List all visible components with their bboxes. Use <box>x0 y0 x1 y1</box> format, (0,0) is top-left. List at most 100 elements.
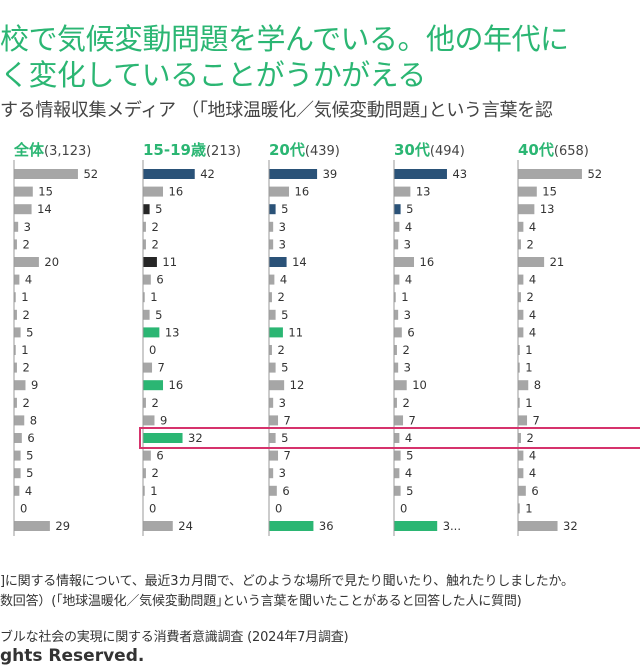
bar-value-label: 13 <box>540 202 555 216</box>
bar <box>14 186 33 197</box>
bar <box>269 327 283 338</box>
panel-count: (658) <box>554 144 589 159</box>
bar <box>269 362 276 373</box>
bar <box>143 169 195 179</box>
bar <box>143 327 160 338</box>
bar-chart-panels: 全体(3,123) 15-19歳(213) 20代(439) 30代(494) 40代(… <box>13 141 640 536</box>
bar-value-label: 0 <box>400 501 407 515</box>
bar <box>143 204 150 215</box>
bar-value-label: 5 <box>406 484 413 498</box>
bar <box>518 450 524 461</box>
bar <box>269 169 318 179</box>
panel-name: 30代 <box>394 141 430 159</box>
bar-value-label: 29 <box>55 519 70 533</box>
bar <box>269 292 272 303</box>
bar <box>269 204 276 215</box>
bar <box>143 292 145 303</box>
bar-value-label: 3 <box>24 220 31 234</box>
bar <box>143 450 151 461</box>
bar <box>394 186 411 197</box>
bar <box>518 362 520 373</box>
bar-value-label: 2 <box>526 237 533 251</box>
panel-name: 20代 <box>269 141 305 159</box>
bar <box>143 485 145 496</box>
bar-value-label: 39 <box>323 167 338 181</box>
bar-value-label: 7 <box>533 413 540 427</box>
bar-value-label: 4 <box>405 466 412 480</box>
bar-value-label: 2 <box>151 237 158 251</box>
bar-value-label: 5 <box>406 449 413 463</box>
bar <box>14 274 20 285</box>
bar <box>518 274 524 285</box>
footnote-question: ]に関する情報について、最近3カ月間で、どのような場所で見たり聞いたり、触れたり… <box>0 574 574 589</box>
bar <box>14 292 16 303</box>
bar-value-label: 16 <box>295 185 310 199</box>
bar <box>14 485 20 496</box>
panel-count: (494) <box>430 144 465 159</box>
panel-name: 40代 <box>518 141 554 159</box>
bar-value-label: 52 <box>83 167 98 181</box>
bar-value-label: 2 <box>22 237 29 251</box>
bar-value-label: 20 <box>44 255 59 269</box>
bar <box>269 450 279 461</box>
bar-value-label: 5 <box>281 431 288 445</box>
copyright-notice: ghts Reserved. <box>0 646 145 666</box>
bar <box>518 309 524 320</box>
bar <box>269 345 272 355</box>
panel-count: (3,123) <box>44 144 91 159</box>
bar-value-label: 16 <box>169 185 184 199</box>
bar-value-label: 4 <box>529 449 536 463</box>
bar <box>143 309 150 320</box>
bar <box>518 433 521 443</box>
bar-value-label: 6 <box>407 325 414 339</box>
bar-value-label: 4 <box>529 273 536 287</box>
bar-value-label: 1 <box>150 484 157 498</box>
bar-value-label: 4 <box>405 273 412 287</box>
bar <box>518 485 526 496</box>
bar-value-label: 3 <box>404 361 411 375</box>
bar-value-label: 52 <box>587 167 602 181</box>
bar-value-label: 6 <box>156 273 163 287</box>
bar-value-label: 7 <box>284 413 291 427</box>
bar <box>394 380 407 391</box>
bar-value-label: 2 <box>151 220 158 234</box>
panel-count: (439) <box>305 144 340 159</box>
bar-value-label: 3 <box>404 308 411 322</box>
bar-value-label: 5 <box>26 449 33 463</box>
bar-value-label: 2 <box>277 290 284 304</box>
bar-value-label: 4 <box>529 466 536 480</box>
bar-value-label: 2 <box>402 343 409 357</box>
bar <box>518 380 529 391</box>
bar <box>14 521 50 531</box>
bar <box>14 327 21 338</box>
bar-value-label: 2 <box>22 396 29 410</box>
bar-value-label: 1 <box>401 290 408 304</box>
bar-value-label: 4 <box>405 220 412 234</box>
bar <box>394 257 415 267</box>
bar-value-label: 6 <box>27 431 34 445</box>
bar <box>143 468 146 479</box>
bar-value-label: 21 <box>550 255 565 269</box>
bar-value-label: 5 <box>26 466 33 480</box>
bar <box>394 521 438 531</box>
panel-label-1: 15-19歳(213) <box>143 141 241 159</box>
bar <box>14 239 17 250</box>
bar-value-label: 1 <box>21 343 28 357</box>
bar <box>518 327 524 338</box>
bar <box>14 468 21 479</box>
bar <box>269 239 274 250</box>
bar-value-label: 2 <box>277 343 284 357</box>
bar <box>394 362 399 373</box>
bar-value-label: 3 <box>279 396 286 410</box>
bar <box>518 221 524 232</box>
bar-value-label: 43 <box>452 167 467 181</box>
bar-value-label: 4 <box>25 273 32 287</box>
bar <box>14 204 32 215</box>
bar <box>14 345 16 355</box>
headline-line-1: 校で気候変動問題を学んでいる。他の年代に <box>0 22 569 56</box>
bar-value-label: 11 <box>162 255 177 269</box>
bar <box>518 292 521 303</box>
bar-value-label: 4 <box>405 431 412 445</box>
bar-value-label: 6 <box>282 484 289 498</box>
bar-value-label: 1 <box>525 361 532 375</box>
